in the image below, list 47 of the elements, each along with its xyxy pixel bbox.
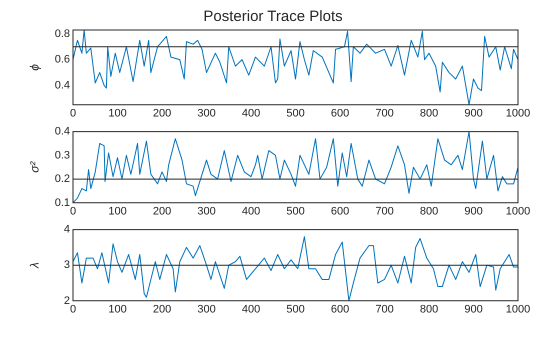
x-tick-label: 200: [152, 303, 172, 316]
x-tick-label: 100: [108, 303, 127, 316]
x-tick-label: 800: [420, 107, 438, 120]
x-tick-label: 0: [70, 303, 76, 316]
x-tick-label: 600: [330, 205, 350, 218]
x-tick-label: 400: [242, 107, 260, 120]
x-tick-label: 0: [70, 205, 76, 218]
x-tick-label: 800: [420, 205, 438, 218]
y-tick-label: 2: [64, 294, 70, 307]
y-tick-label: 0.6: [54, 54, 70, 66]
x-tick-label: 900: [464, 205, 483, 218]
y-axis-title: λ: [28, 262, 42, 270]
x-tick-label: 500: [286, 205, 305, 218]
x-tick-label: 500: [286, 303, 305, 316]
x-tick-label: 600: [330, 303, 350, 316]
x-tick-label: 1000: [506, 205, 530, 218]
x-tick-label: 700: [375, 303, 394, 316]
chart-title: Posterior Trace Plots: [203, 8, 343, 26]
y-axis-title: ϕ: [28, 64, 42, 71]
x-tick-label: 100: [108, 205, 127, 218]
x-tick-label: 100: [108, 107, 127, 120]
x-tick-label: 500: [286, 107, 305, 120]
x-tick-label: 200: [152, 205, 172, 218]
x-tick-label: 600: [330, 107, 350, 120]
x-tick-label: 1000: [506, 303, 530, 316]
y-tick-label: 0.1: [54, 196, 70, 209]
y-axis-title: σ²: [28, 160, 42, 173]
y-tick-label: 3: [64, 259, 70, 272]
x-tick-label: 900: [464, 303, 483, 316]
x-tick-label: 0: [70, 107, 76, 120]
x-tick-label: 400: [242, 205, 260, 218]
x-tick-label: 300: [197, 107, 216, 120]
x-tick-label: 400: [242, 303, 260, 316]
y-tick-label: 0.8: [54, 28, 70, 40]
y-tick-label: 0.4: [54, 126, 70, 138]
y-tick-label: 0.3: [54, 149, 70, 162]
y-tick-label: 0.2: [54, 173, 70, 186]
x-tick-label: 300: [197, 303, 216, 316]
x-tick-label: 300: [197, 205, 216, 218]
x-tick-label: 900: [464, 107, 483, 120]
x-tick-label: 800: [420, 303, 438, 316]
y-tick-label: 0.4: [54, 79, 70, 92]
x-tick-label: 1000: [506, 107, 530, 120]
x-tick-label: 700: [375, 205, 394, 218]
y-tick-label: 4: [64, 224, 70, 236]
x-tick-label: 700: [375, 107, 394, 120]
x-tick-label: 200: [152, 107, 172, 120]
